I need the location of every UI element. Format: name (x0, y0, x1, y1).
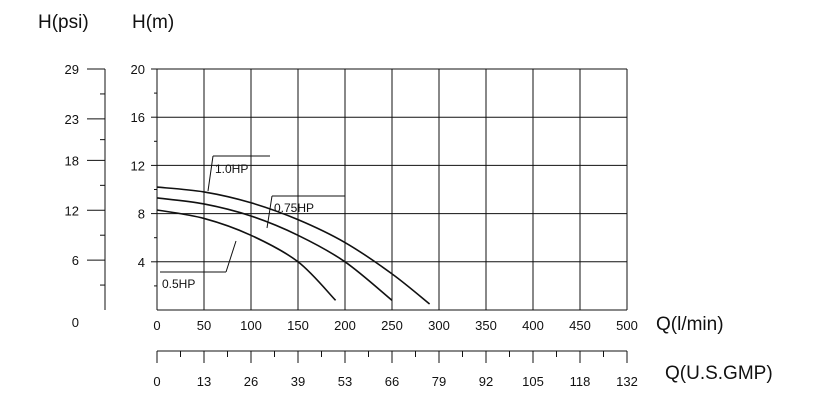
x-lmin-tick-label: 300 (428, 318, 450, 333)
x-lmin-tick-label: 250 (381, 318, 403, 333)
x-gpm-tick-label: 13 (197, 374, 211, 389)
x-lmin-tick-label: 50 (197, 318, 211, 333)
x-lmin-tick-label: 400 (522, 318, 544, 333)
x-lmin-tick-label: 500 (616, 318, 638, 333)
x-gpm-tick-label: 26 (244, 374, 258, 389)
x-gpm-tick-label: 79 (432, 374, 446, 389)
x-lmin-tick-label: 200 (334, 318, 356, 333)
y-m-tick-label: 8 (138, 207, 145, 222)
y-psi-tick-label: 0 (72, 315, 79, 330)
pump-curves (156, 186, 431, 305)
y-psi-tick-label: 18 (65, 153, 79, 168)
label-0-75hp: 0.75HP (274, 201, 314, 215)
x-gpm-tick-label: 53 (338, 374, 352, 389)
curve-0-5hp (156, 209, 337, 301)
x-lmin-tick-label: 100 (240, 318, 262, 333)
x-gpm-axis-title: Q(U.S.GMP) (665, 363, 773, 384)
y-m-tick-label: 16 (131, 110, 145, 125)
x-gpm-tick-label: 0 (153, 374, 160, 389)
y-m-tick-label: 4 (138, 255, 145, 270)
y-m-tick-label: 12 (131, 158, 145, 173)
label-1-0hp: 1.0HP (215, 162, 248, 176)
y-psi-tick-label: 6 (72, 253, 79, 268)
axis-ticks: 20 16 12 8 4 29 23 18 12 6 0 0 50 100 150 200 250 300 350 4… (65, 62, 638, 389)
curve-labels: 1.0HP 0.75HP 0.5HP (160, 155, 345, 291)
x-lmin-tick-label: 450 (569, 318, 591, 333)
y-psi-tick-label: 29 (65, 62, 79, 77)
y-psi-tick-label: 23 (65, 112, 79, 127)
x-lmin-tick-label: 350 (475, 318, 497, 333)
y-psi-tick-label: 12 (65, 203, 79, 218)
y-psi-axis-title: H(psi) (38, 12, 89, 33)
curve-0-75hp (156, 197, 393, 301)
x-lmin-tick-label: 0 (153, 318, 160, 333)
leader-0-75hp (266, 195, 273, 229)
plot-grid (156, 68, 628, 311)
x-gpm-tick-label: 118 (570, 374, 591, 389)
y-m-axis-title: H(m) (132, 12, 174, 33)
x-lmin-axis-title: Q(l/min) (656, 314, 724, 335)
x-gpm-tick-label: 66 (385, 374, 399, 389)
x-lmin-tick-label: 150 (287, 318, 309, 333)
y-m-tick-label: 20 (131, 62, 145, 77)
leader-1-0hp (207, 155, 214, 192)
x-gpm-tick-label: 92 (479, 374, 493, 389)
curve-1-0hp (156, 186, 431, 305)
label-0-5hp: 0.5HP (162, 277, 195, 291)
x-gpm-tick-label: 39 (291, 374, 305, 389)
leader-0-5hp (225, 240, 237, 273)
x-gpm-tick-label: 132 (616, 374, 638, 389)
x-gpm-tick-label: 105 (522, 374, 544, 389)
